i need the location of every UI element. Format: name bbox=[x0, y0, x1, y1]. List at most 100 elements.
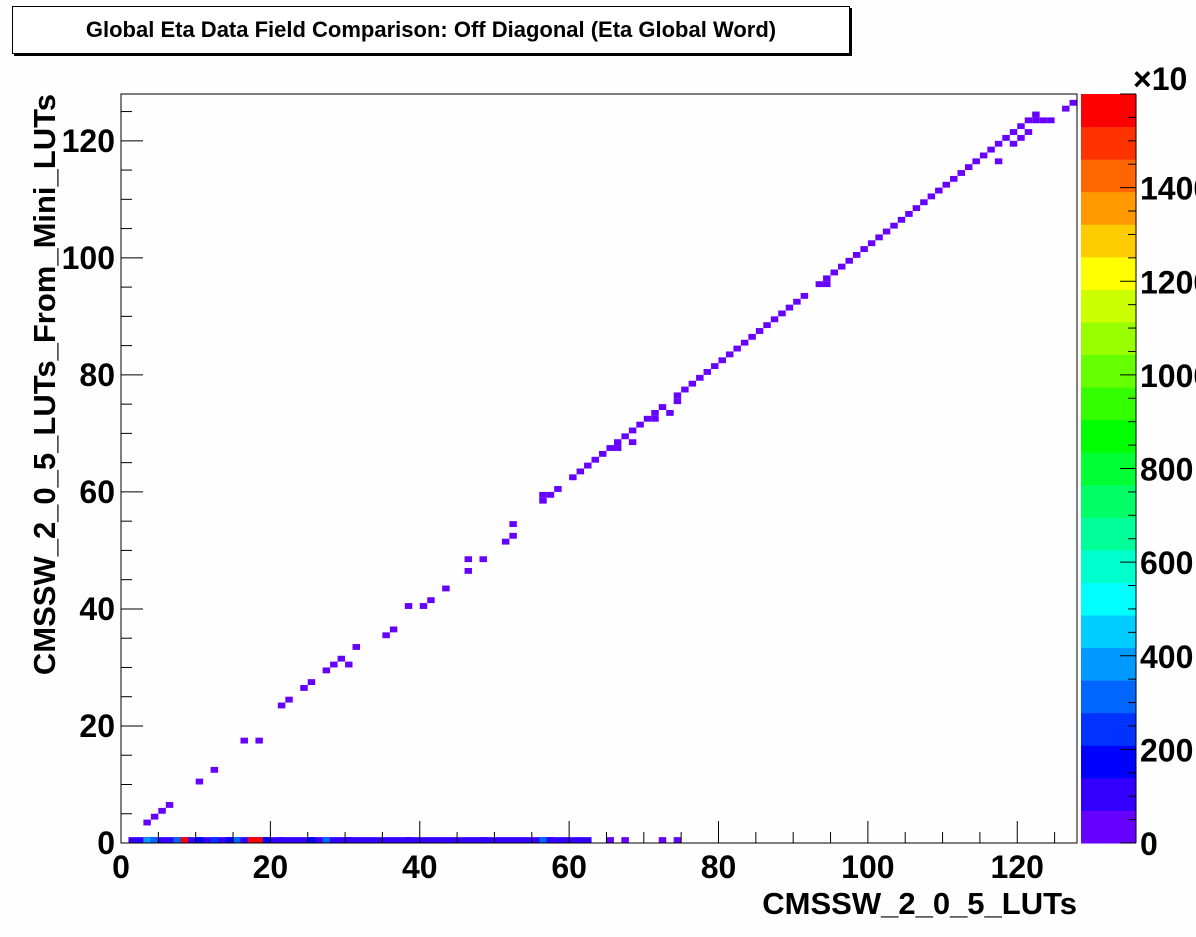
heatmap-cell bbox=[337, 655, 346, 662]
palette-swatch bbox=[1081, 191, 1136, 225]
heatmap-cell bbox=[628, 427, 637, 434]
palette-tick-label: 0 bbox=[1140, 826, 1158, 862]
y-tick-label: 60 bbox=[79, 474, 115, 510]
heatmap-cell bbox=[180, 837, 189, 843]
heatmap-cell bbox=[173, 837, 181, 843]
heatmap-cell bbox=[755, 328, 764, 334]
heatmap-cell bbox=[569, 474, 577, 481]
heatmap-cell bbox=[599, 450, 607, 457]
heatmap-cell bbox=[763, 322, 771, 329]
heatmap-cell bbox=[994, 158, 1003, 165]
palette-tick-label: 400 bbox=[1140, 639, 1193, 675]
heatmap-cell bbox=[800, 292, 809, 299]
heatmap-cell bbox=[591, 456, 599, 463]
heatmap-cell bbox=[576, 468, 585, 475]
heatmap-cell bbox=[554, 486, 562, 492]
palette-swatch bbox=[1081, 159, 1136, 193]
heatmap-cell bbox=[867, 240, 876, 247]
heatmap-cell bbox=[419, 603, 428, 609]
palette-swatch bbox=[1081, 647, 1136, 681]
heatmap-cell bbox=[651, 415, 659, 422]
heatmap-cell bbox=[1062, 105, 1070, 112]
heatmap-cell bbox=[927, 193, 936, 200]
heatmap-cell bbox=[404, 837, 413, 843]
heatmap-cell bbox=[897, 216, 906, 223]
heatmap-cell bbox=[882, 228, 891, 235]
heatmap-cell bbox=[979, 152, 988, 159]
palette-tick-label: 800 bbox=[1140, 452, 1193, 488]
heatmap-cell bbox=[1032, 111, 1040, 118]
heatmap-cell bbox=[950, 175, 958, 182]
heatmap-cell bbox=[1032, 117, 1040, 124]
palette-swatch bbox=[1081, 256, 1136, 290]
heatmap-cell bbox=[658, 837, 667, 843]
heatmap-cell bbox=[987, 146, 995, 153]
heatmap-cell bbox=[509, 521, 517, 528]
y-axis: 0 20 40 60 80 100 120 bbox=[62, 111, 143, 861]
heatmap-cell bbox=[479, 837, 487, 843]
heatmap-cell bbox=[733, 345, 741, 352]
heatmap-cell bbox=[651, 409, 659, 416]
heatmap-cell bbox=[823, 281, 831, 288]
heatmap-cell bbox=[905, 211, 913, 217]
heatmap-cell bbox=[1069, 99, 1077, 106]
heatmap-cell bbox=[606, 445, 614, 451]
palette-swatch bbox=[1081, 354, 1136, 388]
palette-swatch bbox=[1081, 777, 1136, 811]
heatmap-cell bbox=[912, 205, 921, 212]
heatmap-cell bbox=[860, 246, 868, 252]
heatmap-cell bbox=[539, 837, 547, 843]
colorbar-exponent-label: ×10 bbox=[1133, 61, 1187, 97]
heatmap-cell bbox=[307, 837, 316, 843]
heatmap-cell bbox=[150, 813, 159, 820]
heatmap-cell bbox=[830, 269, 838, 276]
heatmap-cell bbox=[613, 439, 622, 446]
heatmap-cell bbox=[785, 304, 794, 311]
palette-swatch bbox=[1081, 94, 1136, 128]
y-tick-label: 20 bbox=[79, 708, 115, 744]
heatmap-cell bbox=[352, 644, 360, 650]
heatmap-cell bbox=[158, 807, 166, 814]
heatmap-cell bbox=[725, 351, 734, 358]
heatmap-cell bbox=[703, 369, 712, 375]
heatmap-cell bbox=[621, 837, 629, 843]
heatmap-cell bbox=[636, 421, 644, 428]
heatmap-cell bbox=[740, 339, 749, 346]
heatmap-cell bbox=[673, 392, 682, 399]
heatmap-cell bbox=[957, 170, 965, 176]
x-tick-label: 0 bbox=[112, 849, 130, 885]
x-tick-label: 20 bbox=[253, 849, 289, 885]
y-tick-label: 0 bbox=[97, 825, 115, 861]
heatmap-cell bbox=[150, 837, 159, 843]
x-tick-label: 120 bbox=[991, 849, 1044, 885]
heatmap-cell bbox=[427, 597, 435, 604]
heatmap-cell bbox=[770, 316, 779, 323]
palette-swatch bbox=[1081, 615, 1136, 649]
palette-tick-label: 1000 bbox=[1140, 358, 1196, 394]
heatmap-cell bbox=[210, 766, 219, 773]
heatmap-cell bbox=[852, 251, 861, 258]
palette-swatch bbox=[1081, 126, 1136, 160]
palette-swatch bbox=[1081, 419, 1136, 453]
heatmap-cell bbox=[285, 696, 293, 703]
heatmap-cell bbox=[1017, 123, 1025, 130]
x-tick-label: 100 bbox=[841, 849, 894, 885]
heatmap-cell bbox=[942, 181, 951, 188]
heatmap-cell bbox=[778, 310, 786, 317]
heatmap-cell bbox=[972, 158, 980, 165]
heatmap-cell bbox=[404, 603, 413, 609]
heatmap-cell bbox=[1039, 117, 1048, 124]
heatmap-cell bbox=[307, 679, 316, 686]
heatmap-cell bbox=[322, 837, 331, 843]
heatmap-cell bbox=[584, 462, 592, 469]
heatmap-cell bbox=[322, 667, 331, 674]
plot-title: Global Eta Data Field Comparison: Off Di… bbox=[85, 17, 777, 42]
heatmap-cell bbox=[711, 363, 719, 370]
heatmap-cell bbox=[143, 819, 151, 826]
y-axis-title: CMSSW_2_0_5_LUTs_From_Mini_LUTs bbox=[27, 94, 62, 675]
plot-title-box: Global Eta Data Field Comparison: Off Di… bbox=[12, 6, 850, 54]
heatmap-cell bbox=[1024, 129, 1033, 135]
heatmap-cell bbox=[255, 737, 263, 744]
palette-swatch bbox=[1081, 321, 1136, 356]
